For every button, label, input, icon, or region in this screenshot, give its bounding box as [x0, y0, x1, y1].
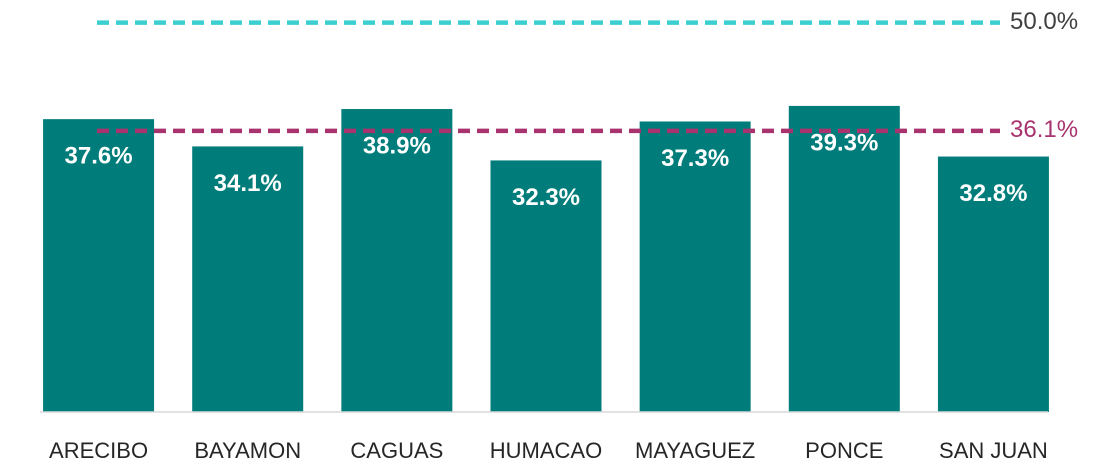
value-label: 37.6% — [65, 142, 133, 169]
value-label: 34.1% — [214, 170, 282, 197]
reference-label: 50.0% — [1010, 8, 1078, 35]
bar — [639, 121, 751, 412]
value-label: 39.3% — [810, 129, 878, 156]
bar — [490, 160, 602, 412]
bar — [341, 109, 453, 413]
value-label: 38.9% — [363, 132, 431, 159]
value-label: 37.3% — [661, 145, 729, 172]
value-label: 32.8% — [959, 180, 1027, 207]
x-tick-label: HUMACAO — [490, 438, 602, 463]
bar — [43, 119, 155, 413]
bar — [192, 146, 304, 413]
x-tick-label: CAGUAS — [350, 438, 443, 463]
bar — [788, 105, 900, 413]
x-tick-label: BAYAMON — [194, 438, 301, 463]
bar — [937, 156, 1049, 412]
x-tick-label: PONCE — [805, 438, 883, 463]
x-tick-label: ARECIBO — [49, 438, 148, 463]
x-tick-label: MAYAGUEZ — [635, 438, 755, 463]
x-tick-label: SAN JUAN — [939, 438, 1048, 463]
reference-label: 36.1% — [1010, 116, 1078, 143]
value-label: 32.3% — [512, 184, 580, 211]
